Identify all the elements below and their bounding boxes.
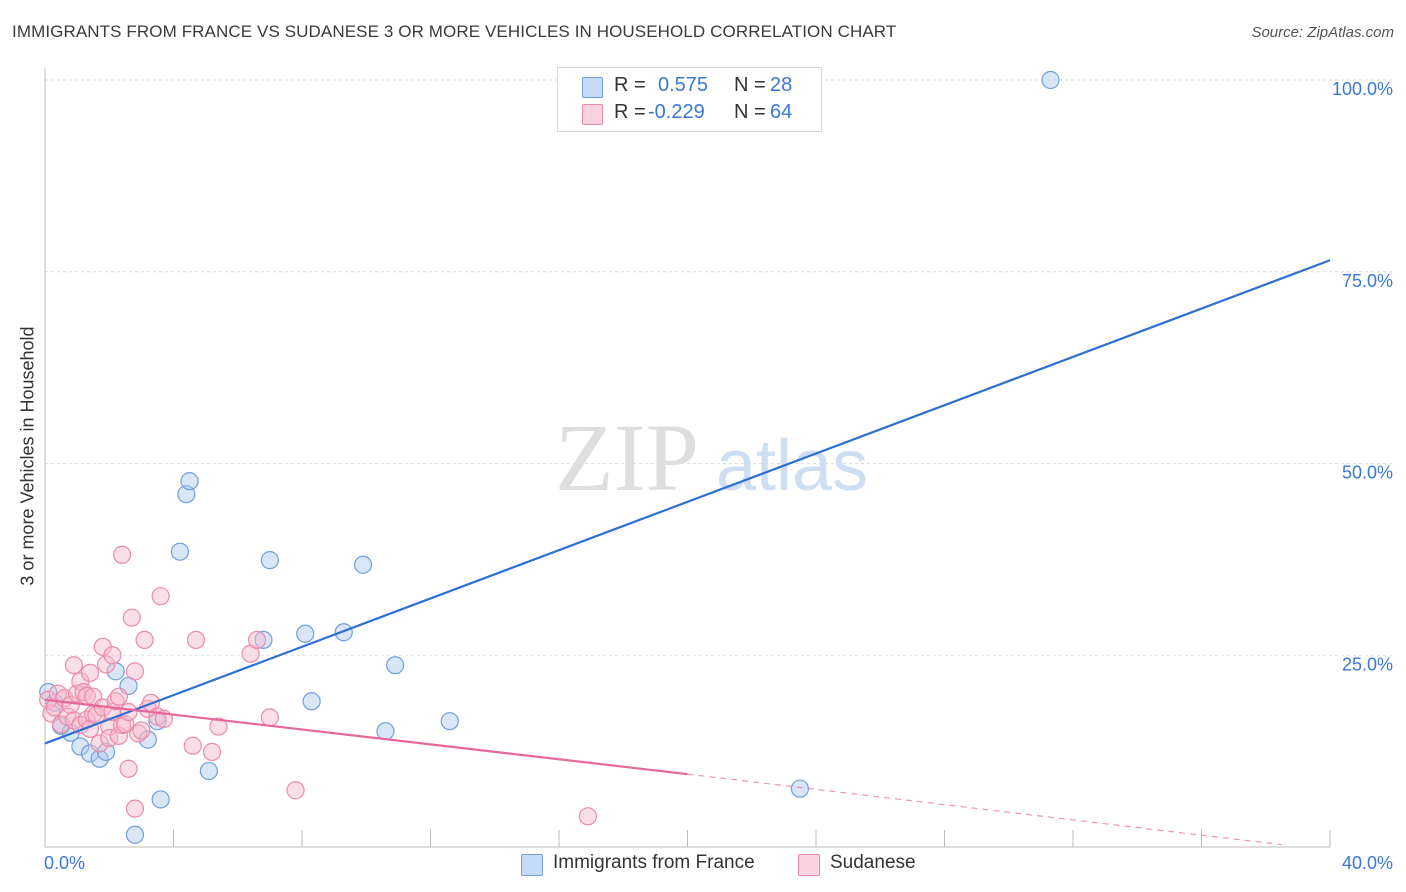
data-point-sudanese	[260, 708, 279, 727]
data-point-sudanese	[80, 663, 100, 682]
legend-r-value: -0.229	[648, 101, 705, 123]
data-point-france	[125, 825, 145, 844]
data-point-france	[440, 712, 459, 731]
data-point-sudanese	[125, 799, 145, 818]
legend-n-label: N =	[734, 101, 766, 123]
legend-row-sudanese: R = -0.229 N = 64	[558, 101, 821, 129]
data-point-france	[151, 790, 170, 809]
y-tick-label: 100.0%	[1332, 79, 1393, 99]
legend-r-label: R =	[614, 74, 646, 96]
data-point-sudanese	[135, 630, 154, 650]
data-point-sudanese	[109, 687, 128, 706]
trend-line-sudanese-extrapolated	[687, 773, 1282, 846]
data-point-sudanese	[90, 734, 109, 753]
data-point-france	[376, 722, 395, 741]
data-point-france	[170, 542, 190, 561]
data-point-sudanese	[125, 662, 145, 681]
data-point-sudanese	[209, 717, 228, 736]
data-point-france	[138, 730, 157, 749]
legend-swatch-france	[582, 77, 603, 98]
data-point-france	[302, 692, 321, 711]
data-point-france	[1041, 70, 1060, 90]
source-credit: Source: ZipAtlas.com	[1251, 24, 1394, 41]
data-point-sudanese	[109, 726, 128, 745]
data-point-france	[260, 551, 279, 570]
legend-label-sudanese: Sudanese	[830, 852, 916, 873]
legend-n-value: 64	[770, 101, 793, 123]
data-point-sudanese	[132, 721, 151, 740]
y-tick-label: 50.0%	[1342, 463, 1393, 483]
data-point-france	[90, 749, 109, 768]
data-point-sudanese	[64, 656, 84, 675]
data-point-sudanese	[578, 807, 598, 826]
data-point-france	[80, 744, 100, 763]
data-point-sudanese	[151, 587, 170, 606]
data-point-sudanese	[186, 630, 206, 650]
data-point-france	[353, 555, 373, 574]
data-point-sudanese	[103, 646, 122, 665]
data-point-france	[71, 737, 90, 756]
data-points	[39, 70, 1060, 844]
data-point-sudanese	[129, 724, 148, 743]
trend-lines	[44, 259, 1331, 846]
data-point-sudanese	[247, 630, 267, 650]
data-point-sudanese	[286, 781, 305, 800]
data-point-sudanese	[96, 655, 116, 674]
data-point-sudanese	[202, 742, 222, 761]
legend-n-value: 28	[770, 74, 793, 96]
legend-r-value: 0.575	[658, 74, 709, 96]
watermark-zip: ZIP	[555, 404, 699, 511]
data-point-sudanese	[61, 696, 80, 715]
watermark: ZIP atlas	[555, 404, 868, 511]
legend-n-label: N =	[734, 74, 766, 96]
trend-line-sudanese	[44, 698, 688, 776]
data-point-sudanese	[112, 545, 132, 564]
grid-lines	[45, 79, 1392, 656]
axes	[44, 68, 1331, 848]
chart-title: IMMIGRANTS FROM FRANCE VS SUDANESE 3 OR …	[12, 22, 897, 41]
tick-labels: 25.0% 50.0% 75.0% 100.0% 0.0% 40.0%	[44, 79, 1393, 873]
trend-line-france	[44, 259, 1331, 745]
legend-row-france: R = 0.575 N = 28	[558, 74, 821, 102]
data-point-france	[386, 656, 405, 675]
legend-swatch-sudanese	[798, 854, 820, 876]
x-tick-label: 0.0%	[44, 853, 85, 873]
data-point-sudanese	[122, 608, 141, 627]
data-point-sudanese	[45, 698, 64, 717]
data-point-france	[199, 761, 218, 781]
legend-r-label: R =	[614, 101, 646, 123]
x-tick-label: 40.0%	[1342, 853, 1393, 873]
correlation-legend: R = 0.575 N = 28 R = -0.229 N = 64	[557, 67, 822, 132]
data-point-sudanese	[119, 759, 138, 778]
legend-label-france: Immigrants from France	[553, 852, 755, 873]
data-point-france	[296, 624, 315, 643]
watermark-atlas: atlas	[716, 426, 868, 506]
legend-swatch-sudanese	[582, 104, 603, 125]
y-tick-label: 75.0%	[1342, 271, 1393, 291]
legend-swatch-france	[521, 854, 543, 876]
data-point-france	[254, 630, 273, 650]
data-point-sudanese	[183, 736, 202, 755]
y-tick-label: 25.0%	[1342, 654, 1393, 674]
data-point-france	[790, 779, 810, 798]
data-point-sudanese	[64, 711, 84, 730]
data-point-france	[180, 472, 199, 491]
